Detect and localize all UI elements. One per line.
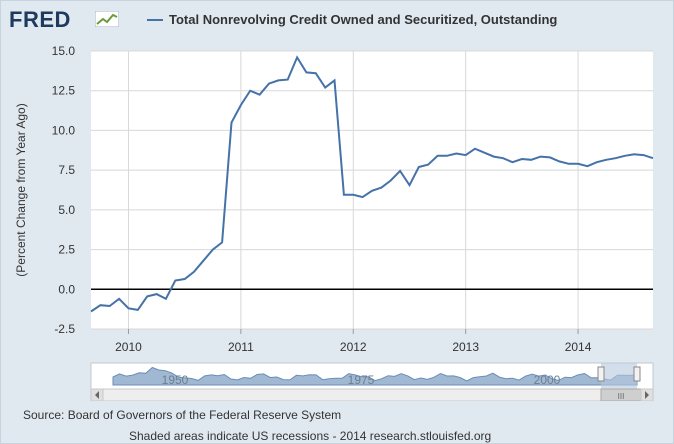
scroll-left-arrow-icon	[95, 391, 99, 399]
navigator-area	[112, 366, 638, 386]
navigator-labels: 1950 1975 2000	[162, 373, 561, 387]
x-tick-label: 2011	[228, 340, 254, 354]
x-tick-label: 2010	[115, 340, 142, 354]
y-axis-label: (Percent Change from Year Ago)	[14, 103, 28, 276]
recession-note: Shaded areas indicate US recessions - 20…	[129, 429, 492, 443]
x-tick-label: 2013	[452, 340, 479, 354]
scrollbar-grip: III	[618, 392, 625, 401]
y-tick-label: 15.0	[52, 44, 76, 58]
x-grid	[127, 51, 579, 334]
x-tick-label: 2014	[565, 340, 592, 354]
navigator-right-handle[interactable]	[633, 366, 641, 382]
navigator-selected-window[interactable]	[601, 363, 637, 389]
legend-series-label: Total Nonrevolving Credit Owned and Secu…	[169, 12, 558, 27]
y-tick-labels: 15.0 12.5 10.0 7.5 5.0 2.5 0.0 -2.5	[52, 44, 76, 336]
y-tick-label: 5.0	[58, 203, 75, 217]
y-tick-label: 7.5	[58, 163, 75, 177]
chart-legend[interactable]: Total Nonrevolving Credit Owned and Secu…	[147, 12, 557, 27]
x-tick-labels: 2010 2011 2012 2013 2014	[115, 340, 592, 354]
fred-chart-icon	[95, 11, 119, 27]
scroll-right-arrow-icon	[645, 391, 649, 399]
x-tick-label: 2012	[340, 340, 367, 354]
y-tick-label: 0.0	[58, 282, 75, 296]
chart-area: 15.012.510.07.55.02.50.0-2.5 2010 2011 201…	[14, 44, 654, 401]
scrollbar-track[interactable]	[90, 388, 654, 401]
y-tick-label: 12.5	[52, 84, 76, 98]
y-tick-label: 2.5	[58, 243, 75, 257]
navigator-left-handle[interactable]	[597, 366, 605, 382]
navigator-label: 2000	[534, 373, 561, 387]
y-tick-label: -2.5	[54, 322, 75, 336]
series-line	[90, 55, 654, 313]
navigator-label: 1975	[348, 373, 375, 387]
navigator-label: 1950	[162, 373, 189, 387]
y-tick-label: 10.0	[52, 123, 76, 137]
source-note: Source: Board of Governors of the Federa…	[23, 408, 342, 422]
fred-logo[interactable]: FRED	[9, 7, 71, 32]
legend-line-swatch	[147, 18, 163, 21]
